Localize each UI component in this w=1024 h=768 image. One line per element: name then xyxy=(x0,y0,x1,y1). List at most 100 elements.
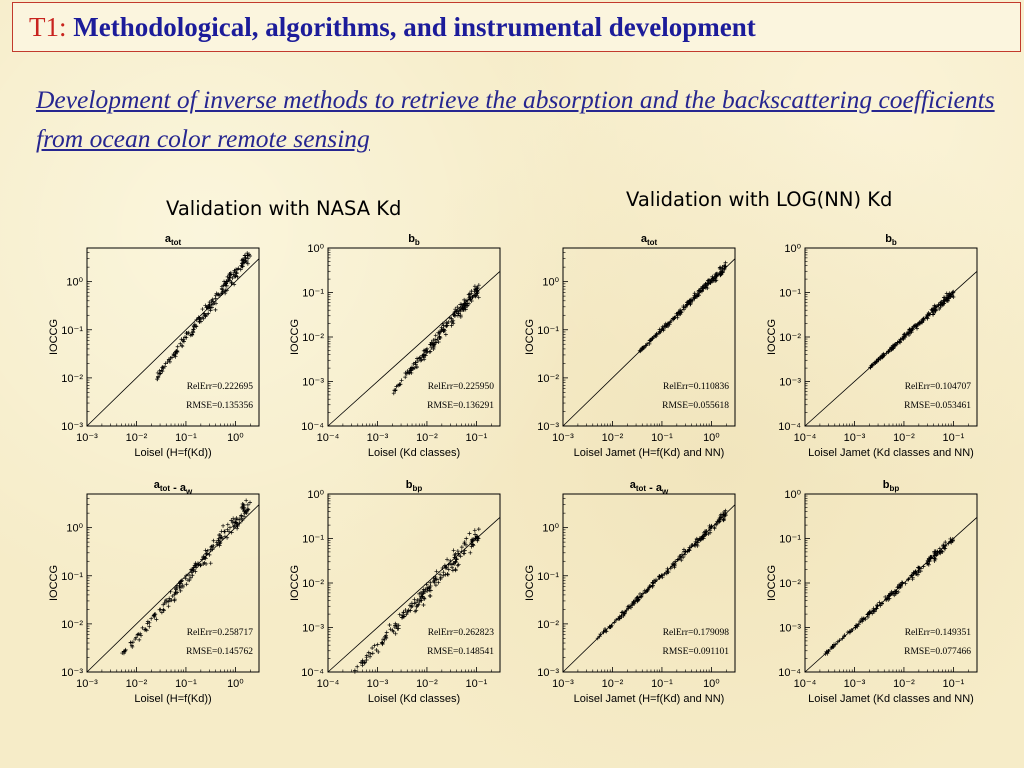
data-points xyxy=(868,289,956,370)
y-tick-label: 10⁻³ xyxy=(302,377,324,389)
data-point xyxy=(440,321,445,326)
data-point xyxy=(721,512,726,517)
x-tick-label: 10⁻⁴ xyxy=(317,432,340,444)
data-point xyxy=(654,577,659,582)
data-point xyxy=(467,292,472,297)
data-point xyxy=(360,658,365,663)
data-point xyxy=(949,539,954,544)
data-point xyxy=(432,344,437,349)
data-point xyxy=(189,332,194,337)
data-point xyxy=(894,589,899,594)
x-axis-label: Loisel (H=f(Kd)) xyxy=(134,693,211,705)
data-point xyxy=(692,295,697,300)
plot-title: atot xyxy=(165,233,182,247)
data-point xyxy=(421,353,426,358)
x-tick-label: 10⁻² xyxy=(893,678,915,690)
data-point xyxy=(697,536,702,541)
data-point xyxy=(903,335,908,340)
data-point xyxy=(214,301,219,306)
data-point xyxy=(233,517,238,522)
data-point xyxy=(415,359,420,364)
data-point xyxy=(636,597,641,602)
data-point xyxy=(225,522,230,527)
data-point xyxy=(671,316,676,321)
data-point xyxy=(219,286,224,291)
data-point xyxy=(883,594,888,599)
data-point xyxy=(902,331,907,336)
data-point xyxy=(167,596,172,601)
data-point xyxy=(211,538,216,543)
data-point xyxy=(678,307,683,312)
data-point xyxy=(936,302,941,307)
scatter-panel-7: atot - aw 10⁻³ 10⁻² 10⁻¹ 10⁰ 10⁻³ 10⁻² 10⁻¹ 10⁰ L… xyxy=(524,479,736,705)
data-point xyxy=(899,580,904,585)
data-point xyxy=(925,315,930,320)
data-point xyxy=(195,561,200,566)
data-point xyxy=(677,309,682,314)
data-point xyxy=(598,632,603,637)
data-point xyxy=(362,660,367,665)
data-point xyxy=(680,552,685,557)
data-point xyxy=(653,334,658,339)
data-point xyxy=(595,636,600,641)
data-point xyxy=(910,577,915,582)
data-point xyxy=(444,323,449,328)
y-tick-label: 10⁻³ xyxy=(302,623,324,635)
y-tick-label: 10⁻² xyxy=(537,619,559,631)
data-point xyxy=(239,505,244,510)
data-point xyxy=(877,600,882,605)
data-point xyxy=(384,630,389,635)
data-point xyxy=(718,273,723,278)
data-point xyxy=(391,391,396,396)
data-point xyxy=(172,352,177,357)
data-point xyxy=(639,348,644,353)
data-point xyxy=(152,612,157,617)
x-tick-label: 10⁻⁴ xyxy=(317,678,340,690)
relerr-annotation: RelErr=0.104707 xyxy=(905,382,972,392)
data-point xyxy=(178,341,183,346)
data-point xyxy=(473,532,478,537)
data-point xyxy=(242,260,247,265)
plot-title: bb xyxy=(408,233,420,247)
data-point xyxy=(452,314,457,319)
data-point xyxy=(180,344,185,349)
data-point xyxy=(182,335,187,340)
data-point xyxy=(202,311,207,316)
data-point xyxy=(184,573,189,578)
data-point xyxy=(441,570,446,575)
data-point xyxy=(428,580,433,585)
data-point xyxy=(225,527,230,532)
data-point xyxy=(423,587,428,592)
relerr-annotation: RelErr=0.262823 xyxy=(428,628,495,638)
data-point xyxy=(232,282,237,287)
data-point xyxy=(242,514,247,519)
plot-title: atot - aw xyxy=(630,479,669,496)
data-point xyxy=(352,669,357,674)
data-point xyxy=(403,375,408,380)
data-point xyxy=(937,546,942,551)
data-point xyxy=(695,540,700,545)
x-axis-label: Loisel Jamet (Kd classes and NN) xyxy=(808,693,974,705)
data-point xyxy=(246,256,251,261)
data-point xyxy=(396,626,401,631)
y-axis-label: IOCCG xyxy=(289,319,301,355)
x-tick-label: 10⁻³ xyxy=(844,678,866,690)
data-point xyxy=(401,610,406,615)
data-point xyxy=(687,300,692,305)
data-point xyxy=(166,604,171,609)
data-point xyxy=(636,597,641,602)
y-tick-label: 10⁰ xyxy=(66,523,83,535)
rmse-annotation: RMSE=0.148541 xyxy=(427,647,494,657)
data-point xyxy=(458,306,463,311)
data-point xyxy=(443,566,448,571)
data-point xyxy=(421,602,426,607)
data-point xyxy=(909,328,914,333)
data-point xyxy=(876,357,881,362)
data-point xyxy=(404,612,409,617)
data-point xyxy=(461,551,466,556)
data-point xyxy=(435,337,440,342)
data-point xyxy=(196,315,201,320)
data-point xyxy=(242,253,247,258)
data-point xyxy=(719,515,724,520)
data-point xyxy=(136,632,141,637)
